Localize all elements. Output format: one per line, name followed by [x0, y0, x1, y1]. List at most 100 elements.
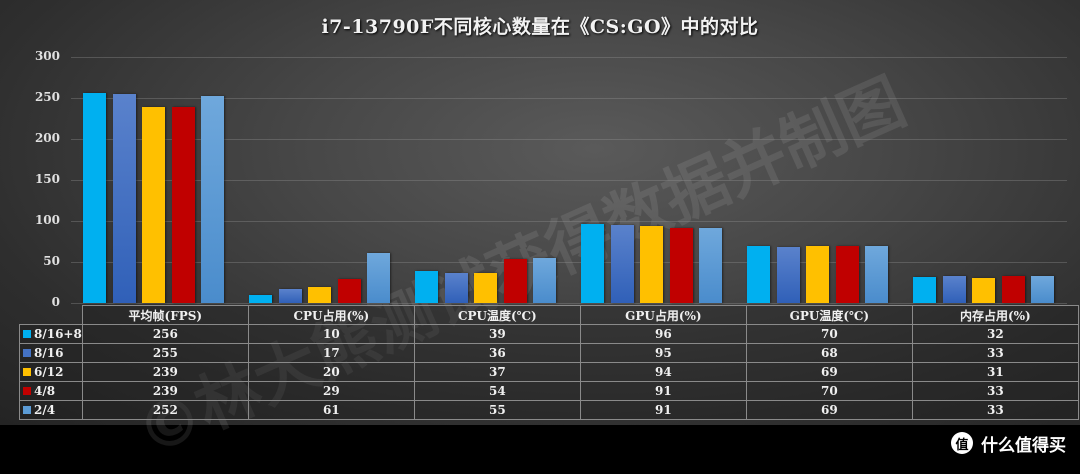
table-cell: 94 — [579, 362, 747, 382]
table-cell: 239 — [81, 381, 249, 401]
table-cell: 256 — [81, 324, 249, 344]
legend-key: 8/16+8 — [19, 324, 83, 344]
bar-4-8 — [835, 245, 859, 303]
legend-key: 6/12 — [19, 362, 83, 382]
bar-8-16-8 — [747, 245, 770, 303]
bar-6-12 — [142, 107, 165, 303]
table-cell: 36 — [413, 343, 581, 363]
gridline — [71, 303, 1067, 304]
bar-8-16 — [112, 93, 136, 303]
table-cell: 20 — [247, 362, 415, 382]
bar-6-12 — [640, 225, 663, 303]
table-header-cell: GPU温度(℃) — [745, 305, 913, 325]
table-cell: 70 — [745, 324, 913, 344]
bar-2-4 — [533, 257, 556, 303]
table-cell: 252 — [81, 400, 249, 420]
bar-4-8 — [337, 279, 361, 303]
legend-swatch-icon — [23, 330, 31, 338]
table-header-cell: GPU占用(%) — [579, 305, 747, 325]
bar-6-12 — [474, 272, 497, 303]
bar-6-12 — [806, 246, 829, 303]
bar-4-8 — [1001, 275, 1025, 303]
plot-area — [71, 57, 1067, 304]
bar-8-16 — [610, 225, 634, 303]
table-row: 6/12 239 20 37 94 69 31 — [19, 362, 1079, 382]
table-cell: 32 — [911, 324, 1079, 344]
brand-name: 什么值得买 — [981, 435, 1066, 456]
gridline — [71, 221, 1067, 222]
gridline — [71, 98, 1067, 99]
bar-2-4 — [699, 228, 722, 303]
data-table: 平均帧(FPS) CPU占用(%) CPU温度(℃) GPU占用(%) GPU温度(℃)… — [19, 305, 1079, 420]
bar-8-16-8 — [249, 294, 272, 303]
bar-4-8 — [503, 258, 527, 303]
table-cell: 69 — [745, 362, 913, 382]
legend-swatch-icon — [23, 349, 31, 357]
table-cell: 91 — [579, 381, 747, 401]
table-header-cell: CPU温度(℃) — [413, 305, 581, 325]
gridline — [71, 139, 1067, 140]
table-cell: 61 — [247, 400, 415, 420]
table-cell: 33 — [911, 381, 1079, 401]
legend-key: 4/8 — [19, 381, 83, 401]
y-tick-label: 100 — [34, 213, 60, 227]
y-tick-label: 200 — [34, 131, 60, 145]
bar-2-4 — [201, 96, 224, 303]
gridline — [71, 180, 1067, 181]
table-cell: 39 — [413, 324, 581, 344]
bar-4-8 — [669, 228, 693, 303]
chart-title: i7-13790F不同核心数量在《CS:GO》中的对比 — [321, 16, 759, 38]
bar-4-8 — [171, 107, 195, 303]
table-cell: 68 — [745, 343, 913, 363]
table-row: 2/4 252 61 55 91 69 33 — [19, 400, 1079, 420]
table-cell: 55 — [413, 400, 581, 420]
table-cell: 96 — [579, 324, 747, 344]
y-tick-label: 300 — [34, 49, 60, 63]
table-cell: 69 — [745, 400, 913, 420]
table-cell: 70 — [745, 381, 913, 401]
legend-swatch-icon — [23, 387, 31, 395]
bar-6-12 — [972, 277, 995, 303]
brand-logo-icon: 值 — [951, 432, 973, 454]
table-header-cell: 平均帧(FPS) — [81, 305, 249, 325]
table-cell: 33 — [911, 343, 1079, 363]
legend-key: 2/4 — [19, 400, 83, 420]
table-cell: 95 — [579, 343, 747, 363]
table-cell: 17 — [247, 343, 415, 363]
bar-2-4 — [1031, 275, 1054, 303]
table-cell: 31 — [911, 362, 1079, 382]
gridline — [71, 262, 1067, 263]
bar-8-16-8 — [415, 271, 438, 303]
legend-key: 8/16 — [19, 343, 83, 363]
table-header-cell: 内存占用(%) — [911, 305, 1079, 325]
table-cell: 10 — [247, 324, 415, 344]
table-cell: 91 — [579, 400, 747, 420]
y-tick-label: 150 — [34, 172, 60, 186]
table-row: 8/16 255 17 36 95 68 33 — [19, 343, 1079, 363]
table-cell: 33 — [911, 400, 1079, 420]
y-tick-label: 50 — [43, 254, 60, 268]
footer-brand: 值 什么值得买 — [951, 425, 1066, 461]
bar-8-16 — [942, 275, 966, 303]
bar-8-16-8 — [581, 224, 604, 303]
y-tick-label: 0 — [51, 295, 60, 309]
bar-8-16-8 — [913, 276, 936, 303]
y-tick-label: 250 — [34, 90, 60, 104]
bar-8-16 — [278, 289, 302, 303]
table-cell: 239 — [81, 362, 249, 382]
bar-8-16 — [444, 273, 468, 303]
table-cell: 37 — [413, 362, 581, 382]
table-cell: 29 — [247, 381, 415, 401]
bar-6-12 — [308, 286, 331, 303]
table-cell: 255 — [81, 343, 249, 363]
table-cell: 54 — [413, 381, 581, 401]
bar-2-4 — [367, 252, 390, 303]
bar-8-16-8 — [83, 93, 106, 303]
bar-8-16 — [776, 247, 800, 303]
legend-swatch-icon — [23, 368, 31, 376]
legend-swatch-icon — [23, 406, 31, 414]
table-header-cell: CPU占用(%) — [247, 305, 415, 325]
table-row: 8/16+8 256 10 39 96 70 32 — [19, 324, 1079, 344]
bar-2-4 — [865, 246, 888, 303]
